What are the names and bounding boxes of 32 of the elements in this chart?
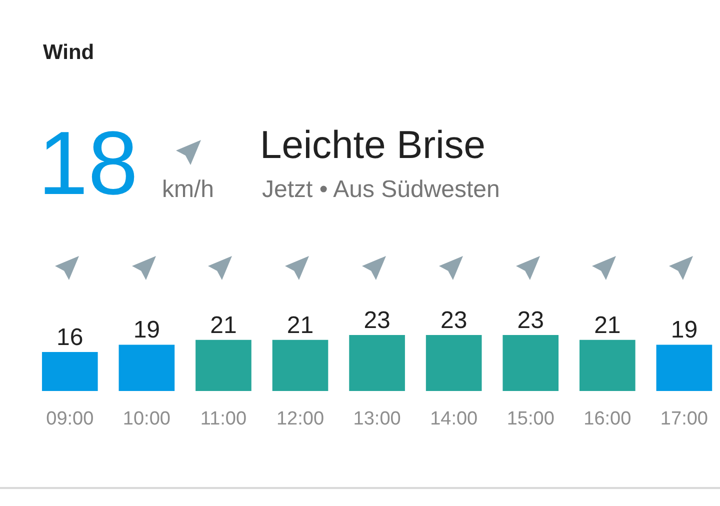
bar (580, 340, 636, 391)
data-label: 19 (133, 316, 160, 344)
data-label: 21 (286, 312, 314, 339)
bar (196, 340, 252, 391)
data-label: 23 (440, 307, 468, 334)
x-tick-label: 09:00 (46, 408, 94, 430)
bar (272, 340, 328, 391)
bar (118, 344, 175, 391)
x-tick-label: 17:00 (660, 408, 708, 430)
text: Jetzt • Aus Südwesten (262, 176, 500, 203)
text: Leichte Brise (260, 124, 486, 167)
data-label: 23 (517, 307, 544, 334)
text: 18 (38, 114, 138, 214)
data-label: 19 (670, 316, 698, 344)
x-tick-label: 14:00 (430, 408, 478, 430)
bar (656, 344, 712, 391)
bar (426, 335, 482, 391)
bar (502, 335, 559, 391)
data-label: 23 (364, 307, 390, 334)
x-tick-label: 13:00 (353, 408, 401, 430)
text: km/h (162, 176, 214, 203)
data-label: 21 (594, 312, 621, 339)
x-tick-label: 12:00 (276, 408, 324, 430)
x-tick-label: 15:00 (506, 408, 554, 430)
data-label: 21 (210, 312, 237, 339)
bar (349, 335, 405, 391)
bar (42, 352, 98, 391)
chart-title: Wind (43, 41, 94, 64)
x-tick-label: 10:00 (122, 408, 170, 430)
x-tick-label: 16:00 (584, 408, 632, 430)
data-label: 16 (56, 324, 84, 352)
x-tick-label: 11:00 (200, 408, 247, 430)
